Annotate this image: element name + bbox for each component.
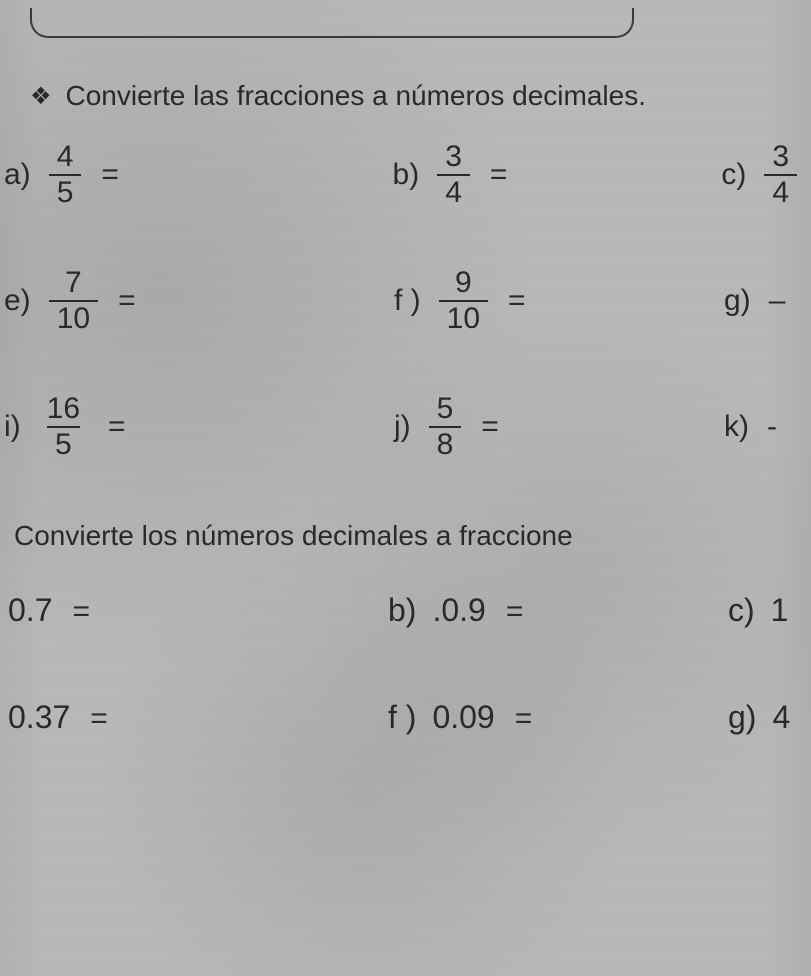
- numerator: 5: [429, 394, 462, 426]
- decimal-value: 0.37: [8, 699, 70, 736]
- fraction: 16 5: [39, 394, 88, 460]
- item-label: f ): [394, 284, 421, 318]
- fraction: 9 10: [439, 268, 488, 334]
- worksheet-page: ❖ Convierte las fracciones a números dec…: [0, 0, 811, 976]
- problem-i: i) 16 5 =: [4, 394, 394, 460]
- dash: –: [769, 284, 786, 318]
- item-label: j): [394, 410, 411, 444]
- equals: =: [101, 158, 119, 192]
- box-bottom-edge: [30, 8, 634, 38]
- numerator: 3: [764, 142, 797, 174]
- bullet-icon: ❖: [30, 82, 52, 111]
- denominator: 4: [437, 174, 470, 208]
- fraction: 7 10: [49, 268, 98, 334]
- decimal-problem: c) 1: [728, 592, 811, 629]
- fraction-row: i) 16 5 = j) 5 8 = k) -: [0, 394, 811, 460]
- decimal-value: 1: [771, 592, 789, 629]
- equals: =: [515, 702, 533, 736]
- item-label: c): [721, 158, 746, 192]
- equals: =: [72, 595, 90, 629]
- decimal-problem: g) 4: [728, 699, 811, 736]
- fraction: 4 5: [49, 142, 82, 208]
- numerator: 3: [437, 142, 470, 174]
- section2-title-text: Convierte los números decimales a fracci…: [14, 520, 573, 551]
- denominator: 5: [47, 426, 80, 460]
- equals: =: [118, 284, 136, 318]
- decimal-value: 4: [772, 699, 790, 736]
- fraction-row: a) 4 5 = b) 3 4 = c) 3 4: [0, 142, 811, 208]
- problem-g: g) –: [724, 284, 811, 318]
- item-label: k): [724, 410, 749, 444]
- equals: =: [90, 702, 108, 736]
- fraction: 3 4: [437, 142, 470, 208]
- fraction: 5 8: [429, 394, 462, 460]
- fraction-row: e) 7 10 = f ) 9 10 = g) –: [0, 268, 811, 334]
- equals: =: [508, 284, 526, 318]
- item-label: e): [4, 284, 31, 318]
- section1-title-text: Convierte las fracciones a números decim…: [66, 80, 646, 112]
- decimal-problem: 0.7 =: [8, 592, 388, 629]
- denominator: 10: [439, 300, 488, 334]
- problem-c: c) 3 4: [721, 142, 811, 208]
- fraction: 3 4: [764, 142, 797, 208]
- item-label: g): [724, 284, 751, 318]
- decimal-row: 0.7 = b) .0.9 = c) 1: [0, 592, 811, 629]
- decimal-problem: f ) 0.09 =: [388, 699, 728, 736]
- item-label: g): [728, 699, 756, 736]
- decimal-problem: b) .0.9 =: [388, 592, 728, 629]
- problem-f: f ) 9 10 =: [394, 268, 724, 334]
- denominator: 4: [764, 174, 797, 208]
- decimal-problem: 0.37 =: [8, 699, 388, 736]
- denominator: 8: [429, 426, 462, 460]
- decimal-value: 0.7: [8, 592, 52, 629]
- dash: -: [767, 410, 777, 444]
- item-label: f ): [388, 699, 416, 736]
- item-label: b): [393, 158, 420, 192]
- equals: =: [108, 410, 126, 444]
- numerator: 9: [447, 268, 480, 300]
- equals: =: [490, 158, 508, 192]
- item-label: i): [4, 410, 21, 444]
- equals: =: [506, 595, 524, 629]
- section2-heading: Convierte los números decimales a fracci…: [14, 520, 811, 552]
- denominator: 10: [49, 300, 98, 334]
- numerator: 4: [49, 142, 82, 174]
- problem-a: a) 4 5 =: [4, 142, 393, 208]
- decimal-value: 0.09: [432, 699, 494, 736]
- problem-b: b) 3 4 =: [393, 142, 722, 208]
- problem-e: e) 7 10 =: [4, 268, 394, 334]
- item-label: a): [4, 158, 31, 192]
- item-label: c): [728, 592, 755, 629]
- numerator: 7: [57, 268, 90, 300]
- denominator: 5: [49, 174, 82, 208]
- equals: =: [481, 410, 499, 444]
- decimal-row: 0.37 = f ) 0.09 = g) 4: [0, 699, 811, 736]
- numerator: 16: [39, 394, 88, 426]
- section1-heading: ❖ Convierte las fracciones a números dec…: [30, 80, 811, 112]
- problem-j: j) 5 8 =: [394, 394, 724, 460]
- decimal-value: .0.9: [432, 592, 485, 629]
- problem-k: k) -: [724, 410, 811, 444]
- item-label: b): [388, 592, 416, 629]
